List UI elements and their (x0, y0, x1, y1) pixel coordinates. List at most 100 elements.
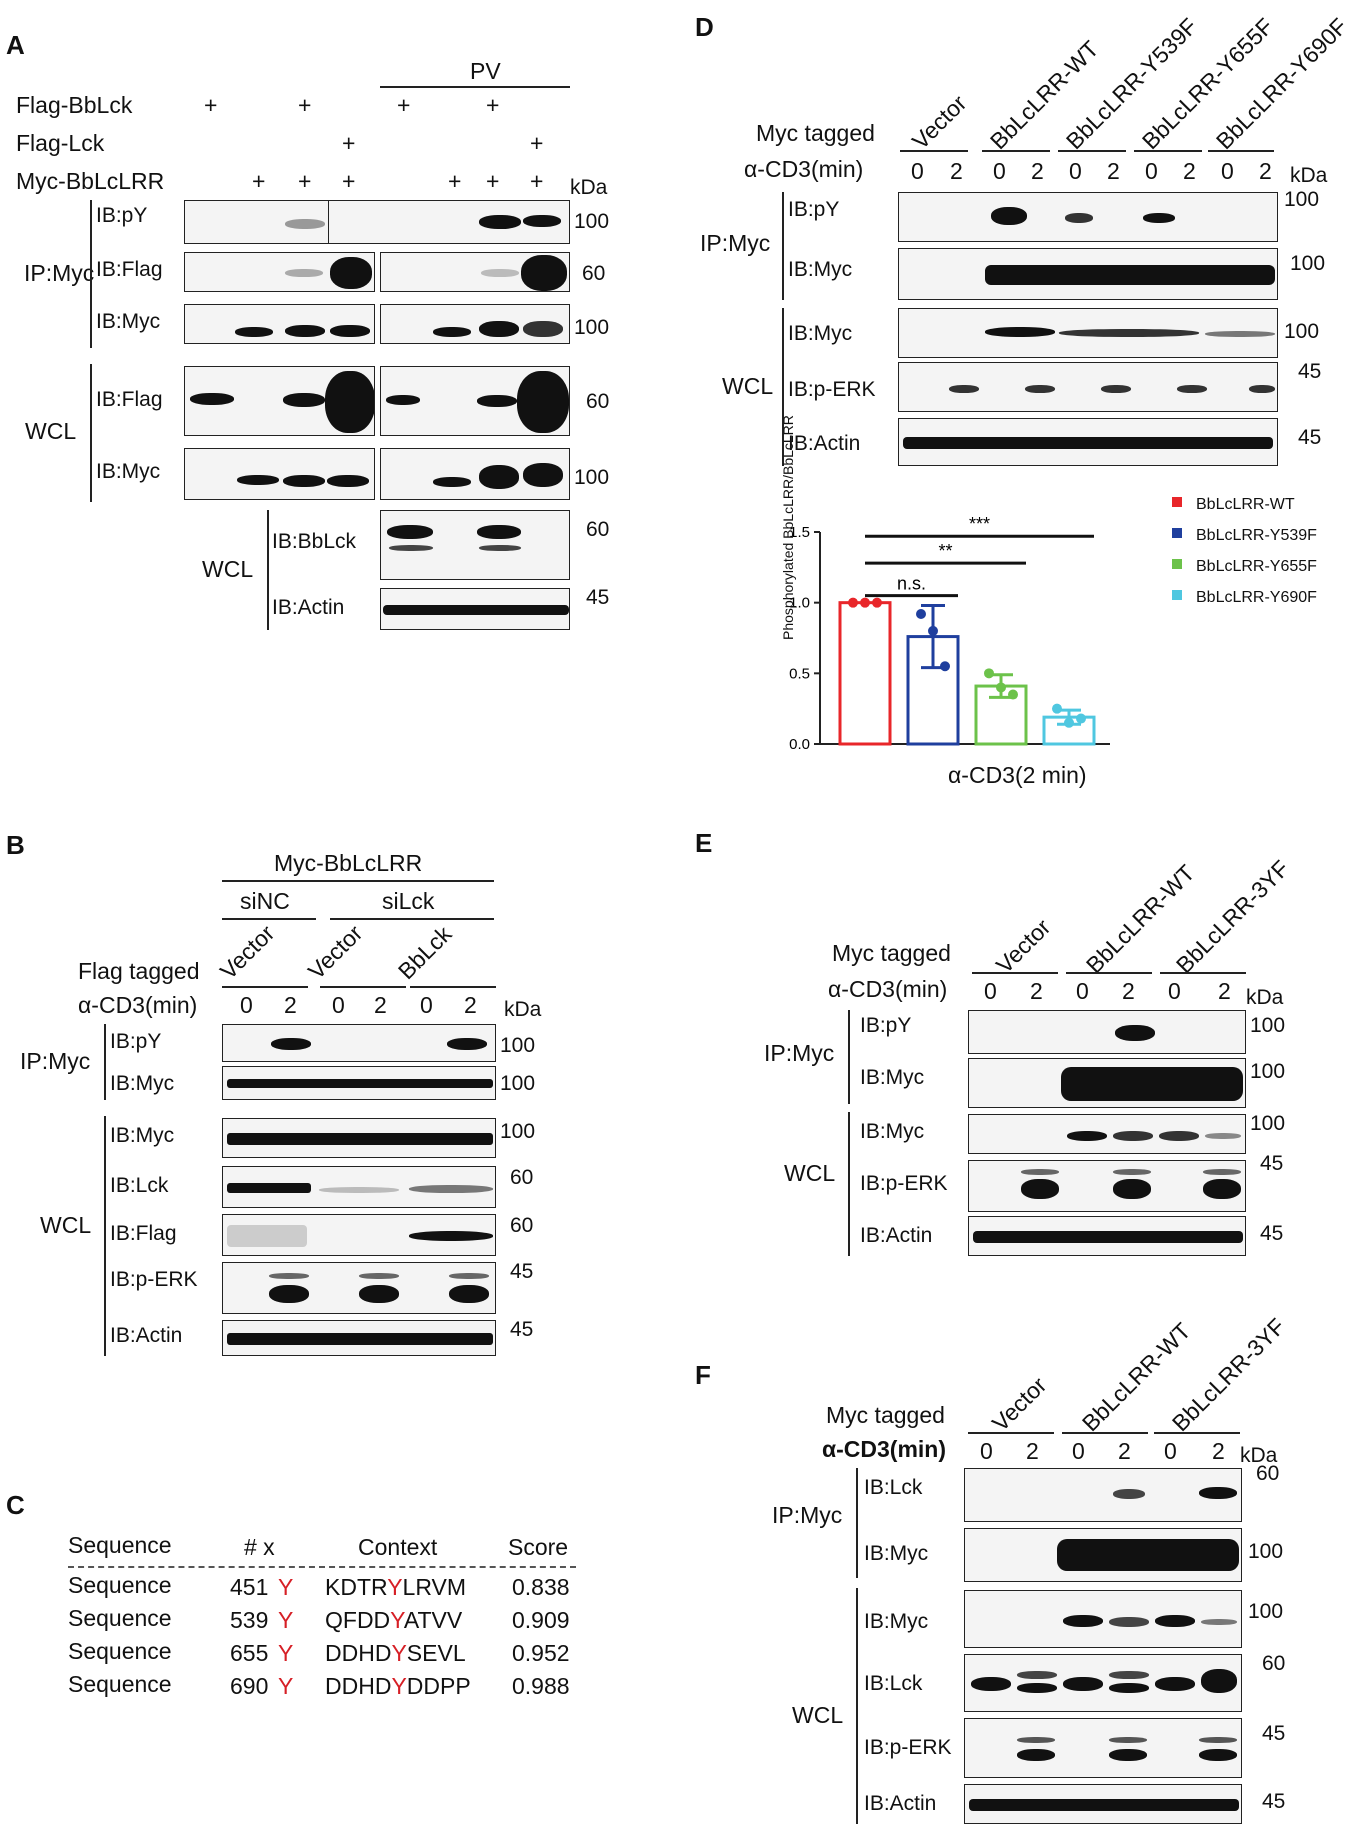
bar-chart: 0.00.51.01.5n.s.***** (789, 497, 1182, 753)
y-axis-label: Phosphorylated BbLcLRR/BbLcLRR (780, 415, 796, 640)
seq-cell: Sequence (68, 1605, 172, 1631)
ib-label: IB:Myc (788, 258, 853, 281)
panel-d-label: D (695, 12, 714, 42)
time-label: 2 (950, 158, 963, 184)
ip-myc-label: IP:Myc (772, 1502, 843, 1528)
time-label: 2 (464, 992, 477, 1018)
legend-item: BbLcLRR-Y539F (1196, 527, 1317, 544)
significance-label: n.s. (897, 574, 926, 594)
bracket-line (104, 1116, 106, 1356)
data-point (940, 661, 950, 672)
seq-cell: Sequence (68, 1671, 172, 1697)
kda-label: kDa (1240, 1444, 1278, 1467)
group-label: Vector (906, 89, 972, 155)
significance-label: *** (969, 514, 990, 534)
ib-label: IB:p-ERK (860, 1172, 948, 1195)
ib-label: IB:Flag (96, 388, 163, 411)
ib-label: IB:Myc (788, 322, 853, 345)
bracket-line (267, 510, 269, 630)
bracket-line (90, 364, 92, 502)
mw-label: 60 (586, 390, 610, 413)
data-point (1052, 703, 1062, 714)
group-label: Vector (990, 913, 1056, 979)
pos-cell: 690 (230, 1673, 269, 1699)
blot-b-actin (222, 1320, 496, 1356)
cd3-label: α-CD3(min) (828, 976, 948, 1002)
ib-label: IB:Myc (110, 1124, 175, 1147)
ib-label: IB:Myc (860, 1120, 925, 1143)
plus-mark: + (204, 92, 218, 118)
ib-label: IB:Myc (110, 1072, 175, 1095)
plus-mark: + (530, 168, 544, 194)
ib-label: IB:Myc (864, 1610, 929, 1633)
ib-label: IB:Myc (864, 1542, 929, 1565)
data-point (928, 625, 938, 636)
score-cell: 0.838 (512, 1574, 570, 1600)
score-cell: 0.909 (512, 1607, 570, 1633)
time-label: 2 (1183, 158, 1196, 184)
row-flag-lck: Flag-Lck (16, 130, 105, 156)
legend-item: BbLcLRR-Y690F (1196, 589, 1317, 606)
bar (838, 601, 892, 746)
group-label: Vector (302, 919, 368, 985)
blot-d-myc (898, 248, 1278, 300)
bracket-line (856, 1468, 858, 1578)
ib-label: IB:Myc (96, 310, 161, 333)
pos-cell: 451 (230, 1574, 269, 1600)
plus-mark: + (298, 168, 312, 194)
data-point (872, 597, 882, 608)
mw-label: 100 (1284, 188, 1320, 211)
plus-mark: + (448, 168, 462, 194)
bracket-line (782, 192, 784, 300)
mw-label: 45 (1298, 426, 1322, 449)
bracket-line (782, 308, 784, 466)
seq-cell: Sequence (68, 1572, 172, 1598)
blot-b-myc (222, 1066, 496, 1100)
group-label: BbLcLRR-Y539F (1060, 12, 1203, 155)
group-label: BbLcLRR-Y655F (1136, 12, 1279, 155)
ip-myc-label: IP:Myc (764, 1040, 835, 1066)
sinc-label: siNC (240, 888, 290, 914)
ib-label: IB:pY (96, 204, 148, 227)
score-cell: 0.952 (512, 1640, 570, 1666)
group-label: BbLck (392, 920, 457, 985)
bracket-line (848, 1010, 850, 1104)
legend-marker (1172, 559, 1182, 569)
col-header: Context (358, 1534, 438, 1560)
myc-tagged-label: Myc tagged (832, 940, 951, 966)
mw-label: 100 (1250, 1014, 1286, 1037)
time-label: 0 (420, 992, 433, 1018)
bracket-line (104, 1024, 106, 1100)
ib-label: IB:Myc (96, 460, 161, 483)
cd3-label: α-CD3(min) (744, 156, 864, 182)
blot-f-actin (964, 1784, 1242, 1824)
bracket-line (848, 1112, 850, 1256)
ip-myc-label: IP:Myc (20, 1048, 91, 1074)
col-header: # x (244, 1534, 275, 1560)
ib-label: IB:Actin (788, 432, 861, 455)
mw-label: 45 (1262, 1722, 1286, 1745)
blot-e-myc (968, 1058, 1246, 1108)
group-line (1066, 972, 1152, 974)
col-header: Sequence (68, 1532, 172, 1558)
kda-label: kDa (1290, 164, 1328, 187)
wcl-label: WCL (40, 1212, 92, 1238)
data-point (860, 597, 870, 608)
mw-label: 60 (1262, 1652, 1286, 1675)
ip-myc-label: IP:Myc (24, 260, 95, 286)
group-line (320, 986, 406, 988)
group-line (982, 150, 1050, 152)
mw-label: 45 (1262, 1790, 1286, 1813)
bracket-line (90, 200, 92, 348)
blot-d-perk (898, 362, 1278, 412)
context-cell: DDHDYDDPP (325, 1673, 471, 1699)
data-point (916, 608, 926, 619)
time-label: 0 (1164, 1438, 1177, 1464)
mw-label: 100 (1248, 1540, 1284, 1563)
mw-label: 100 (500, 1034, 536, 1057)
mw-label: 60 (586, 518, 610, 541)
context-cell: QFDDYATVV (325, 1607, 463, 1633)
mw-label: 100 (574, 466, 610, 489)
data-point (848, 597, 858, 608)
aa-cell: Y (278, 1574, 294, 1600)
